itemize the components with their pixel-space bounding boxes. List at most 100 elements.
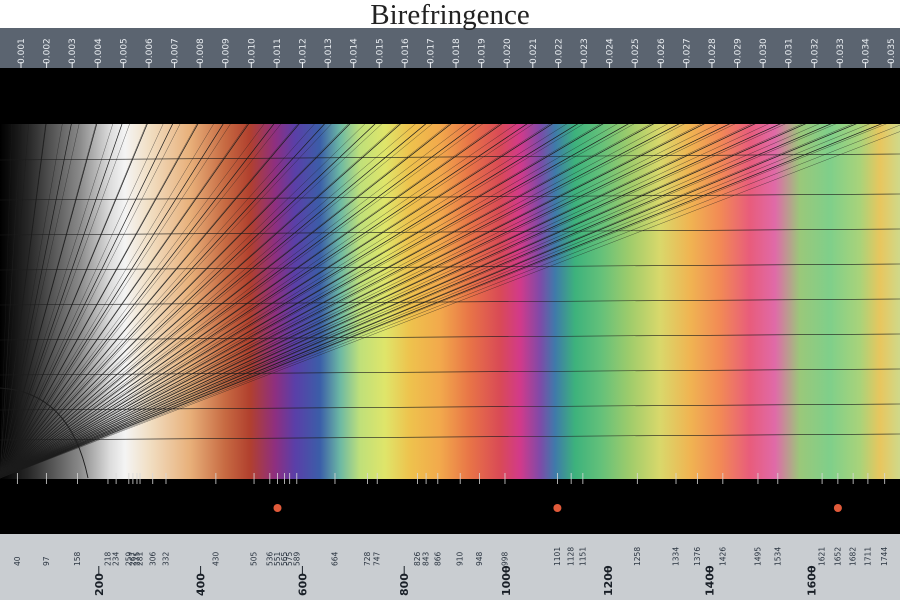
birefringence-minor-line <box>0 124 450 479</box>
birefringence-tick-label: 0.027 <box>682 38 692 64</box>
birefringence-minor-line <box>0 124 584 479</box>
retardation-tick-label: 1101 <box>553 547 562 566</box>
birefringence-tick-label: 0.020 <box>503 38 513 64</box>
retardation-tick-label: 332 <box>161 551 170 566</box>
retardation-tick-label: 430 <box>211 551 220 566</box>
birefringence-minor-line <box>0 124 46 479</box>
birefringence-line <box>0 124 731 479</box>
birefringence-minor-line <box>0 124 29 479</box>
birefringence-tick-label: 0.007 <box>171 38 181 64</box>
top-axis-bar <box>0 28 900 68</box>
retardation-axis-label: 1600 <box>805 565 818 596</box>
retardation-tick-label: 259 <box>124 551 133 566</box>
birefringence-minor-line <box>0 124 668 479</box>
birefringence-line <box>0 124 325 479</box>
retardation-tick-label: 1258 <box>633 547 642 566</box>
birefringence-line <box>0 124 756 479</box>
birefringence-line <box>0 124 72 479</box>
retardation-tick-label: 40 <box>13 556 22 566</box>
birefringence-tick-label: 0.010 <box>247 38 257 64</box>
retardation-tick-label: 218 <box>103 551 112 566</box>
retardation-tick-label: 536 <box>265 551 274 566</box>
retardation-tick-label: 158 <box>73 551 82 566</box>
retardation-tick-label: 728 <box>363 551 372 566</box>
birefringence-line <box>0 124 680 479</box>
retardation-axis-label: 1000 <box>500 565 513 596</box>
retardation-tick-label: 1744 <box>880 547 889 566</box>
thickness-line <box>0 403 900 411</box>
birefringence-minor-line <box>0 124 467 479</box>
birefringence-tick-label: 0.021 <box>529 38 539 64</box>
thickness-line <box>0 263 900 271</box>
birefringence-line <box>0 124 503 479</box>
retardation-tick-label: 1334 <box>672 547 681 566</box>
retardation-tick-label: 1495 <box>753 547 762 566</box>
birefringence-tick-label: 0.034 <box>861 38 871 64</box>
birefringence-minor-line <box>0 124 568 479</box>
birefringence-tick-label: 0.016 <box>401 38 411 64</box>
birefringence-minor-line <box>0 124 685 479</box>
birefringence-line <box>0 124 174 479</box>
retardation-tick-label: 948 <box>475 551 484 566</box>
birefringence-tick-label: 0.018 <box>452 38 462 64</box>
birefringence-minor-line <box>0 124 399 479</box>
birefringence-minor-line <box>0 124 181 479</box>
birefringence-tick-label: 0.024 <box>606 38 616 64</box>
birefringence-line <box>0 124 275 479</box>
retardation-tick-label: 1426 <box>718 547 727 566</box>
birefringence-tick-label: 0.032 <box>810 38 820 64</box>
retardation-tick-label: 747 <box>373 551 382 566</box>
retardation-axis-label: 1200 <box>602 565 615 596</box>
birefringence-tick-label: 0.035 <box>887 38 897 64</box>
birefringence-minor-line <box>0 124 366 479</box>
retardation-tick-label: 843 <box>422 551 431 566</box>
birefringence-line <box>0 124 655 479</box>
retardation-axis-label: 1400 <box>704 565 717 596</box>
retardation-tick-label: 1534 <box>773 547 782 566</box>
birefringence-line <box>0 124 807 479</box>
birefringence-minor-line <box>0 124 164 479</box>
retardation-axis-label: 400 <box>195 573 208 596</box>
birefringence-minor-line <box>0 124 753 479</box>
birefringence-tick-label: 0.013 <box>324 38 334 64</box>
birefringence-minor-line <box>0 124 97 479</box>
birefringence-line <box>0 124 376 479</box>
retardation-tick-label: 505 <box>250 551 259 566</box>
birefringence-line <box>0 124 427 479</box>
birefringence-minor-line <box>0 124 231 479</box>
birefringence-minor-line <box>0 124 248 479</box>
birefringence-tick-label: 0.033 <box>836 38 846 64</box>
birefringence-tick-label: 0.017 <box>426 38 436 64</box>
retardation-tick-label: 910 <box>456 551 465 566</box>
retardation-tick-label: 1652 <box>833 547 842 566</box>
retardation-tick-label: 589 <box>292 551 301 566</box>
chart-title: Birefringence <box>370 0 530 31</box>
birefringence-minor-line <box>0 124 63 479</box>
birefringence-tick-label: 0.002 <box>43 38 53 64</box>
birefringence-tick-label: 0.019 <box>478 38 488 64</box>
birefringence-minor-line <box>0 124 332 479</box>
upper-black-band <box>0 68 900 124</box>
birefringence-line <box>0 124 452 479</box>
thickness-line <box>0 228 900 236</box>
birefringence-minor-line <box>0 124 803 479</box>
retardation-tick-label: 267 <box>128 551 137 566</box>
birefringence-minor-line <box>0 124 719 479</box>
birefringence-tick-label: 0.012 <box>298 38 308 64</box>
retardation-tick-label: 1151 <box>578 547 587 566</box>
birefringence-minor-line <box>0 124 652 479</box>
birefringence-minor-line <box>0 124 114 479</box>
birefringence-minor-line <box>0 124 298 479</box>
birefringence-minor-line <box>0 124 382 479</box>
birefringence-tick-label: 0.022 <box>554 38 564 64</box>
order-marker <box>833 504 842 512</box>
birefringence-minor-line <box>0 124 820 479</box>
order-marker <box>273 504 282 512</box>
birefringence-minor-line <box>0 124 416 479</box>
birefringence-tick-label: 0.014 <box>350 38 360 64</box>
bottom-axis-bar <box>0 534 900 600</box>
lower-black-band <box>0 479 900 534</box>
birefringence-minor-line <box>0 124 736 479</box>
order-marker <box>553 504 562 512</box>
